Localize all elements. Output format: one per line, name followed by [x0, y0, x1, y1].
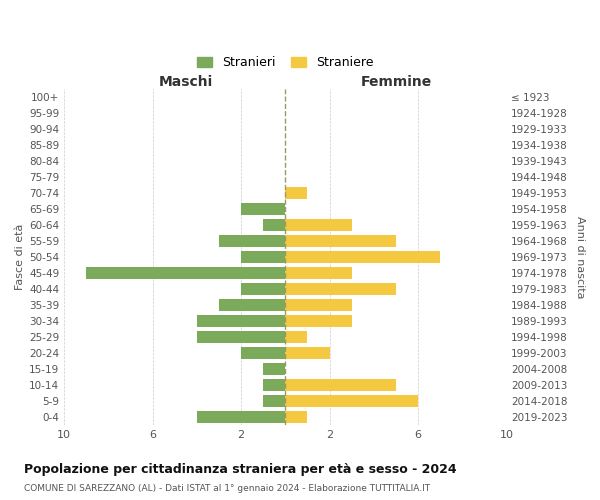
Bar	[263, 396, 286, 407]
Bar	[197, 316, 286, 327]
Legend: Stranieri, Straniere: Stranieri, Straniere	[193, 52, 379, 74]
Bar	[286, 219, 352, 230]
Bar	[263, 364, 286, 375]
Bar	[241, 348, 286, 359]
Bar	[286, 300, 352, 311]
Y-axis label: Fasce di età: Fasce di età	[15, 224, 25, 290]
Y-axis label: Anni di nascita: Anni di nascita	[575, 216, 585, 298]
Bar	[219, 235, 286, 246]
Bar	[197, 332, 286, 343]
Bar	[286, 187, 307, 198]
Text: Popolazione per cittadinanza straniera per età e sesso - 2024: Popolazione per cittadinanza straniera p…	[24, 462, 457, 475]
Bar	[286, 283, 396, 295]
Bar	[286, 267, 352, 279]
Bar	[219, 300, 286, 311]
Bar	[241, 203, 286, 214]
Bar	[286, 412, 307, 423]
Bar	[86, 267, 286, 279]
Bar	[286, 316, 352, 327]
Bar	[263, 219, 286, 230]
Bar	[286, 396, 418, 407]
Text: COMUNE DI SAREZZANO (AL) - Dati ISTAT al 1° gennaio 2024 - Elaborazione TUTTITAL: COMUNE DI SAREZZANO (AL) - Dati ISTAT al…	[24, 484, 430, 493]
Bar	[286, 332, 307, 343]
Text: Maschi: Maschi	[159, 75, 213, 89]
Bar	[197, 412, 286, 423]
Bar	[286, 251, 440, 262]
Bar	[286, 235, 396, 246]
Bar	[241, 251, 286, 262]
Bar	[286, 380, 396, 391]
Bar	[286, 348, 329, 359]
Bar	[263, 380, 286, 391]
Text: Femmine: Femmine	[360, 75, 431, 89]
Bar	[241, 283, 286, 295]
